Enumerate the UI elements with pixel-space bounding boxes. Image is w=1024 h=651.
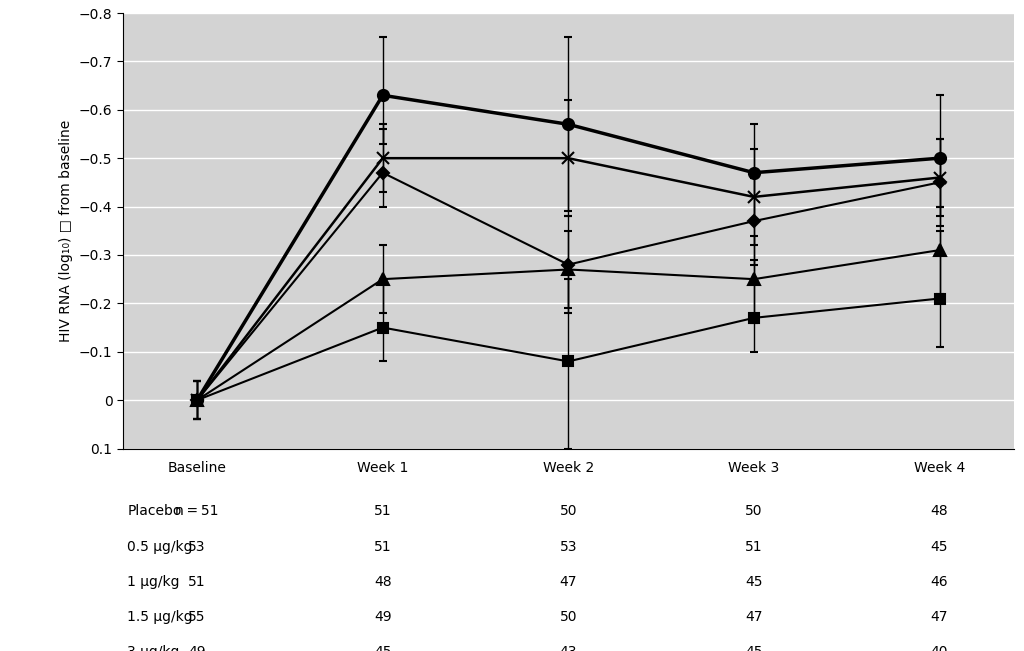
- Text: n = 51: n = 51: [175, 505, 219, 518]
- Text: 51: 51: [745, 540, 763, 553]
- Text: 40: 40: [931, 645, 948, 651]
- Text: 53: 53: [188, 540, 206, 553]
- Text: 47: 47: [559, 575, 578, 589]
- Text: 51: 51: [374, 540, 391, 553]
- Text: 0.5 µg/kg: 0.5 µg/kg: [127, 540, 193, 553]
- Text: 50: 50: [559, 610, 578, 624]
- Text: 51: 51: [374, 505, 391, 518]
- Text: Week 3: Week 3: [728, 461, 779, 475]
- Text: 50: 50: [745, 505, 763, 518]
- Text: 45: 45: [374, 645, 391, 651]
- Text: 51: 51: [188, 575, 206, 589]
- Text: 1 µg/kg: 1 µg/kg: [127, 575, 180, 589]
- Text: 47: 47: [931, 610, 948, 624]
- Text: 45: 45: [745, 575, 763, 589]
- Text: 3 µg/kg: 3 µg/kg: [127, 645, 179, 651]
- Text: Week 1: Week 1: [357, 461, 409, 475]
- Text: 43: 43: [559, 645, 578, 651]
- Text: 49: 49: [374, 610, 391, 624]
- Text: 1.5 µg/kg: 1.5 µg/kg: [127, 610, 193, 624]
- Y-axis label: HIV RNA (log₁₀) □ from baseline: HIV RNA (log₁₀) □ from baseline: [59, 120, 74, 342]
- Text: 47: 47: [745, 610, 763, 624]
- Text: 55: 55: [188, 610, 206, 624]
- Text: 53: 53: [559, 540, 578, 553]
- Text: 50: 50: [559, 505, 578, 518]
- Text: Placebo: Placebo: [127, 505, 181, 518]
- Text: 48: 48: [931, 505, 948, 518]
- Text: Baseline: Baseline: [168, 461, 226, 475]
- Text: Week 2: Week 2: [543, 461, 594, 475]
- Text: 45: 45: [745, 645, 763, 651]
- Text: 48: 48: [374, 575, 391, 589]
- Text: 46: 46: [931, 575, 948, 589]
- Text: Week 4: Week 4: [913, 461, 966, 475]
- Text: 49: 49: [188, 645, 206, 651]
- Text: 45: 45: [931, 540, 948, 553]
